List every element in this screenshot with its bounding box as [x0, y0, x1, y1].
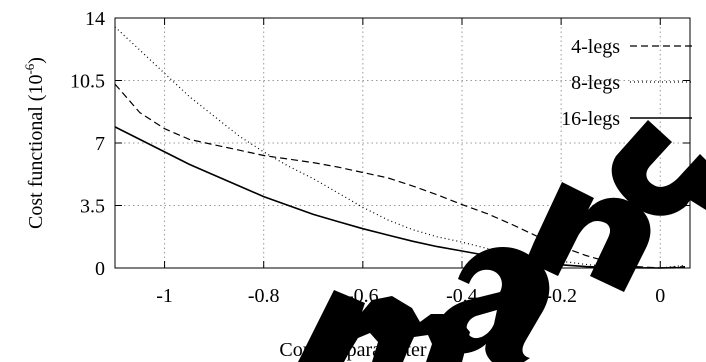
watermark-glyphs — [298, 120, 706, 362]
watermark-letter-u — [611, 120, 706, 216]
y-tick-label: 7 — [95, 133, 105, 155]
legend: 4-legs 8-legs 16-legs — [561, 36, 692, 130]
x-tick-label: 0 — [655, 285, 665, 307]
y-axis-label: Cost functional (10-6) — [22, 57, 47, 229]
legend-label-8-legs: 8-legs — [571, 72, 620, 94]
y-tick-label: 3.5 — [80, 196, 105, 218]
y-axis-label-exponent: -6 — [22, 63, 37, 74]
x-tick-label: -0.8 — [248, 285, 280, 307]
x-tick-label: -1 — [156, 285, 173, 307]
legend-label-16-legs: 16-legs — [561, 108, 620, 130]
y-tick-label: 10.5 — [70, 71, 105, 93]
x-tick-label: -0.2 — [545, 285, 577, 307]
series-line-8-legs — [114, 26, 686, 269]
watermark-letter-n — [526, 182, 651, 292]
x-ticks: -1 -0.8 -0.6 -0.4 -0.2 0 — [156, 18, 665, 307]
series-line-4-legs — [114, 83, 686, 269]
y-ticks: 0 3.5 7 10.5 14 — [70, 8, 690, 280]
y-axis-label-tail: ) — [25, 57, 47, 64]
y-axis-label-main: Cost functional (10 — [25, 75, 47, 229]
legend-label-4-legs: 4-legs — [571, 36, 620, 58]
watermark-letter-a — [437, 247, 550, 362]
y-tick-label: 0 — [95, 258, 105, 280]
series-lines — [114, 26, 686, 269]
y-tick-label: 14 — [85, 8, 105, 30]
series-line-16-legs — [114, 126, 686, 269]
watermark-letter-m — [298, 290, 470, 362]
